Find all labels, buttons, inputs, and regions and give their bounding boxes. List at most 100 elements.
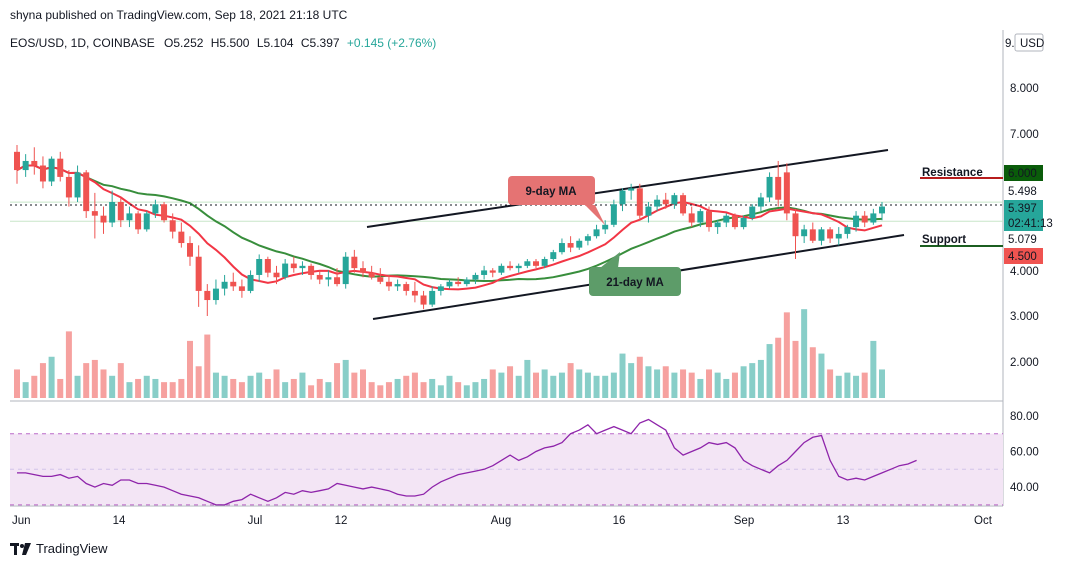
time-tick-label: 14: [113, 515, 126, 527]
ma9-callout-box: [508, 176, 595, 205]
candle-body: [489, 270, 496, 273]
volume-bar: [723, 378, 730, 398]
price-tag: 02:41:13: [1004, 215, 1053, 231]
currency-badge[interactable]: [1014, 33, 1044, 52]
rsi-tick-label: 80.00: [1010, 411, 1039, 423]
volume-bar: [688, 372, 695, 398]
volume-bar: [766, 344, 773, 398]
symbol-name[interactable]: EOS/USD, 1D, COINBASE: [10, 36, 155, 50]
volume-bar: [351, 372, 358, 398]
volume-bar: [662, 366, 669, 398]
candle-body: [619, 190, 626, 205]
candle-body: [290, 263, 297, 269]
volume-bar: [22, 382, 29, 398]
candle-body: [161, 204, 168, 221]
candle-body: [818, 229, 825, 241]
volume-bar: [541, 369, 548, 398]
volume-bar: [394, 378, 401, 398]
support-label: Support: [922, 234, 966, 246]
tradingview-brand: TradingView: [36, 541, 108, 556]
price-tick-label: 7.000: [1010, 129, 1039, 141]
candle-body: [65, 176, 72, 198]
rsi-tick-label: 40.00: [1010, 482, 1039, 494]
volume-bar: [507, 366, 514, 398]
candle-body: [576, 240, 583, 248]
candle-body: [178, 231, 185, 244]
volume-bar: [135, 378, 142, 398]
volume-bar: [455, 382, 462, 398]
ma9-callout-pointer: [585, 205, 605, 225]
volume-bar: [567, 363, 574, 398]
volume-bar: [550, 375, 557, 398]
candle-body: [187, 243, 193, 257]
volume-bar: [117, 363, 124, 398]
volume-bar: [558, 372, 565, 398]
volume-bar: [360, 369, 366, 398]
rsi-line: [17, 418, 917, 506]
volume-bar: [463, 385, 470, 398]
volume-bar: [420, 382, 427, 398]
ma21-callout-pointer: [600, 252, 620, 268]
candle-body: [697, 211, 704, 223]
candle-body: [792, 213, 799, 237]
ohlc-close: C5.397: [300, 36, 340, 50]
price-tag-text: 5.498: [1008, 186, 1037, 198]
price-tag-bg: [1004, 215, 1043, 231]
volume-bar: [593, 375, 600, 398]
volume-bar: [818, 353, 825, 398]
candle-body: [14, 151, 20, 171]
candle-body: [844, 227, 851, 234]
ohlc-change: +0.145 (+2.76%): [346, 36, 437, 50]
volume-bar: [325, 382, 332, 398]
candle-body: [152, 204, 159, 214]
candle-body: [74, 172, 81, 198]
volume-bar: [178, 378, 185, 398]
currency-label: USD: [1020, 38, 1044, 50]
candle-body: [411, 290, 418, 296]
candle-body: [325, 277, 332, 280]
candle-body: [801, 229, 808, 237]
candle-body: [109, 202, 116, 223]
volume-bar: [645, 366, 652, 398]
candle-body: [654, 199, 661, 207]
candle-body: [385, 281, 392, 287]
candle-body: [247, 274, 254, 291]
time-tick-label: Aug: [491, 515, 511, 527]
tradingview-logo[interactable]: TradingView: [10, 541, 108, 556]
candle-body: [671, 195, 678, 205]
volume-bar: [195, 366, 202, 398]
candle-body: [212, 288, 219, 301]
candle-body: [238, 286, 245, 291]
volume-bar: [489, 369, 496, 398]
volume-bar: [792, 340, 799, 398]
candle-body: [775, 176, 782, 200]
volume-bar: [636, 356, 643, 398]
candle-body: [39, 165, 46, 182]
price-tick-label-partial: 9.: [1005, 38, 1015, 50]
volume-bar: [844, 372, 851, 398]
ohlc-high: H5.500: [210, 36, 250, 50]
candle-body: [835, 233, 842, 239]
candle-body: [420, 295, 427, 305]
volume-bar: [472, 382, 479, 398]
volume-bar: [749, 363, 756, 398]
candle-body: [264, 259, 271, 273]
time-tick-label: 16: [613, 515, 626, 527]
candle-body: [256, 259, 263, 275]
volume-bar: [143, 375, 150, 398]
candle-body: [731, 215, 738, 228]
candle-body: [169, 220, 176, 232]
volume-bar: [342, 359, 349, 398]
candle-body: [533, 261, 539, 266]
volume-bar: [204, 334, 211, 398]
candle-body: [749, 206, 756, 218]
candle-body: [861, 215, 868, 223]
volume-bar: [429, 378, 436, 398]
publisher-line: shyna published on TradingView.com, Sep …: [10, 8, 348, 22]
volume-bar: [290, 378, 297, 398]
volume-bar: [498, 372, 505, 398]
candle-body: [403, 284, 410, 291]
volume-bar: [212, 372, 219, 398]
volume-bar: [481, 378, 488, 398]
